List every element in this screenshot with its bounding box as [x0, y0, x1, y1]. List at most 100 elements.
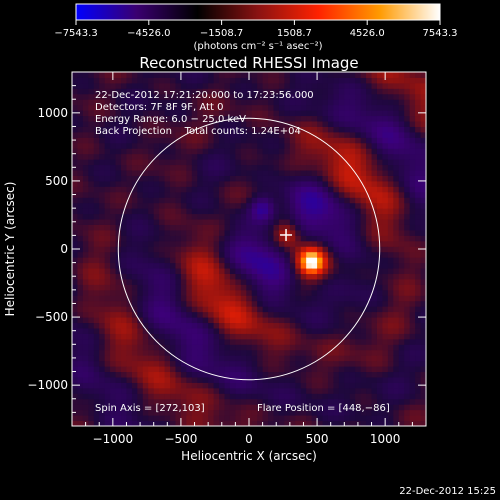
heatmap-cell	[110, 213, 117, 220]
heatmap-cell	[153, 186, 160, 193]
heatmap-cell	[104, 251, 111, 258]
heatmap-cell	[186, 121, 193, 127]
heatmap-cell	[240, 213, 247, 220]
heatmap-cell	[164, 311, 171, 318]
heatmap-cell	[338, 409, 345, 416]
heatmap-cell	[229, 404, 236, 411]
heatmap-cell	[349, 202, 356, 209]
heatmap-cell	[93, 371, 100, 378]
heatmap-cell	[77, 235, 84, 242]
heatmap-cell	[344, 180, 351, 187]
heatmap-cell	[110, 142, 117, 149]
heatmap-cell	[126, 148, 133, 155]
heatmap-cell	[164, 142, 171, 149]
heatmap-cell	[202, 246, 209, 253]
heatmap-cell	[131, 366, 138, 373]
heatmap-cell	[82, 322, 89, 329]
heatmap-cell	[131, 175, 138, 182]
heatmap-cell	[191, 333, 198, 340]
heatmap-cell	[82, 170, 89, 176]
heatmap-cell	[327, 360, 334, 367]
heatmap-cell	[82, 235, 89, 242]
heatmap-cell	[131, 164, 138, 171]
heatmap-cell	[420, 262, 426, 269]
heatmap-cell	[131, 409, 138, 416]
heatmap-cell	[77, 82, 84, 89]
heatmap-cell	[240, 208, 247, 215]
heatmap-cell	[77, 404, 84, 411]
heatmap-cell	[360, 229, 367, 236]
heatmap-cell	[251, 278, 258, 285]
heatmap-cell	[99, 349, 106, 356]
heatmap-cell	[295, 404, 302, 411]
heatmap-cell	[257, 278, 264, 285]
heatmap-cell	[355, 77, 362, 84]
heatmap-cell	[306, 273, 313, 280]
heatmap-cell	[317, 278, 324, 285]
heatmap-cell	[240, 126, 247, 133]
heatmap-cell	[273, 175, 280, 182]
heatmap-cell	[311, 393, 318, 400]
heatmap-cell	[246, 371, 253, 378]
heatmap-cell	[197, 229, 204, 236]
heatmap-cell	[268, 246, 275, 253]
heatmap-cell	[366, 180, 373, 187]
heatmap-cell	[186, 164, 193, 171]
heatmap-cell	[415, 202, 422, 209]
heatmap-cell	[311, 93, 318, 100]
heatmap-cell	[295, 164, 302, 171]
heatmap-cell	[137, 382, 144, 389]
heatmap-cell	[322, 262, 329, 269]
heatmap-cell	[409, 349, 416, 356]
heatmap-cell	[213, 240, 220, 247]
heatmap-cell	[376, 93, 383, 100]
heatmap-cell	[393, 371, 400, 378]
heatmap-cell	[333, 180, 340, 187]
heatmap-cell	[110, 251, 117, 258]
heatmap-cell	[121, 251, 127, 258]
heatmap-cell	[164, 104, 171, 111]
heatmap-cell	[246, 191, 253, 198]
heatmap-cell	[300, 88, 307, 95]
heatmap-cell	[284, 72, 291, 78]
heatmap-cell	[153, 300, 160, 307]
heatmap-cell	[180, 137, 187, 144]
heatmap-cell	[322, 88, 329, 95]
heatmap-cell	[344, 415, 351, 422]
heatmap-cell	[289, 246, 296, 253]
heatmap-cell	[99, 393, 106, 400]
heatmap-cell	[219, 246, 225, 253]
heatmap-cell	[327, 72, 334, 78]
heatmap-cell	[284, 246, 291, 253]
heatmap-cell	[72, 224, 78, 231]
heatmap-cell	[387, 213, 394, 220]
heatmap-cell	[327, 251, 334, 258]
heatmap-cell	[82, 191, 89, 198]
heatmap-cell	[387, 376, 394, 383]
heatmap-cell	[131, 93, 138, 100]
heatmap-cell	[317, 268, 324, 275]
heatmap-cell	[273, 142, 280, 149]
heatmap-cell	[404, 322, 411, 329]
heatmap-cell	[235, 175, 242, 182]
heatmap-cell	[240, 148, 247, 155]
heatmap-cell	[382, 289, 389, 296]
heatmap-cell	[420, 240, 426, 247]
heatmap-cell	[72, 197, 78, 204]
heatmap-cell	[327, 170, 334, 176]
heatmap-cell	[82, 349, 89, 356]
heatmap-cell	[273, 186, 280, 193]
heatmap-cell	[104, 142, 111, 149]
heatmap-cell	[219, 208, 225, 215]
heatmap-cell	[82, 289, 89, 296]
heatmap-cell	[180, 88, 187, 95]
heatmap-cell	[251, 289, 258, 296]
heatmap-cell	[153, 148, 160, 155]
heatmap-cell	[311, 153, 318, 160]
heatmap-cell	[382, 77, 389, 84]
heatmap-cell	[82, 229, 89, 236]
heatmap-cell	[404, 344, 411, 351]
heatmap-cell	[338, 180, 345, 187]
heatmap-cell	[317, 72, 324, 78]
heatmap-cell	[219, 268, 225, 275]
